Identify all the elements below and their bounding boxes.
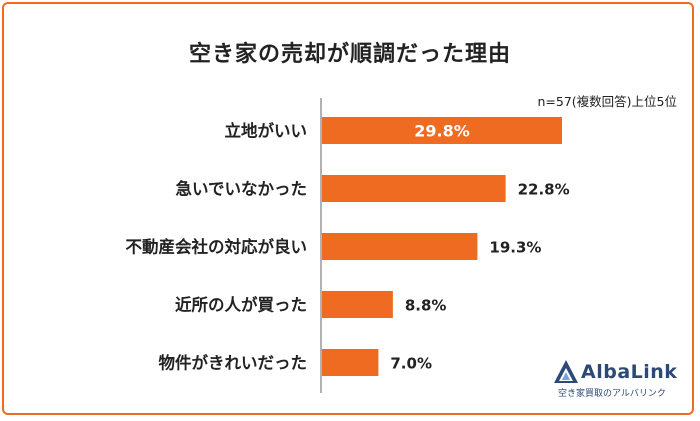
bar-3 <box>322 291 393 318</box>
bar-4 <box>322 349 379 376</box>
value-label-2: 19.3% <box>489 239 541 257</box>
category-label-4: 物件がきれいだった <box>159 353 308 373</box>
category-label-3: 近所の人が買った <box>175 295 307 315</box>
bar-0 <box>322 117 562 144</box>
bar-1 <box>322 175 506 202</box>
category-label-2: 不動産会社の対応が良い <box>126 237 308 257</box>
value-label-1: 22.8% <box>518 181 570 199</box>
sample-note: n=57(複数回答)上位5位 <box>537 94 677 109</box>
value-label-0: 29.8% <box>414 122 470 141</box>
triangle-mountain-icon <box>554 360 578 383</box>
logo-tagline: 空き家買取のアルバリンク <box>558 389 666 399</box>
chart-title: 空き家の売却が順調だった理由 <box>188 42 511 67</box>
albalink-logo: AlbaLink 空き家買取のアルバリンク <box>553 357 683 401</box>
logo-wordmark: AlbaLink <box>581 361 678 383</box>
category-label-1: 急いでいなかった <box>175 179 307 199</box>
chart-frame <box>2 2 694 415</box>
value-label-3: 8.8% <box>405 297 447 315</box>
category-label-0: 立地がいい <box>225 121 308 141</box>
value-label-4: 7.0% <box>390 355 432 373</box>
bar-2 <box>322 233 478 260</box>
